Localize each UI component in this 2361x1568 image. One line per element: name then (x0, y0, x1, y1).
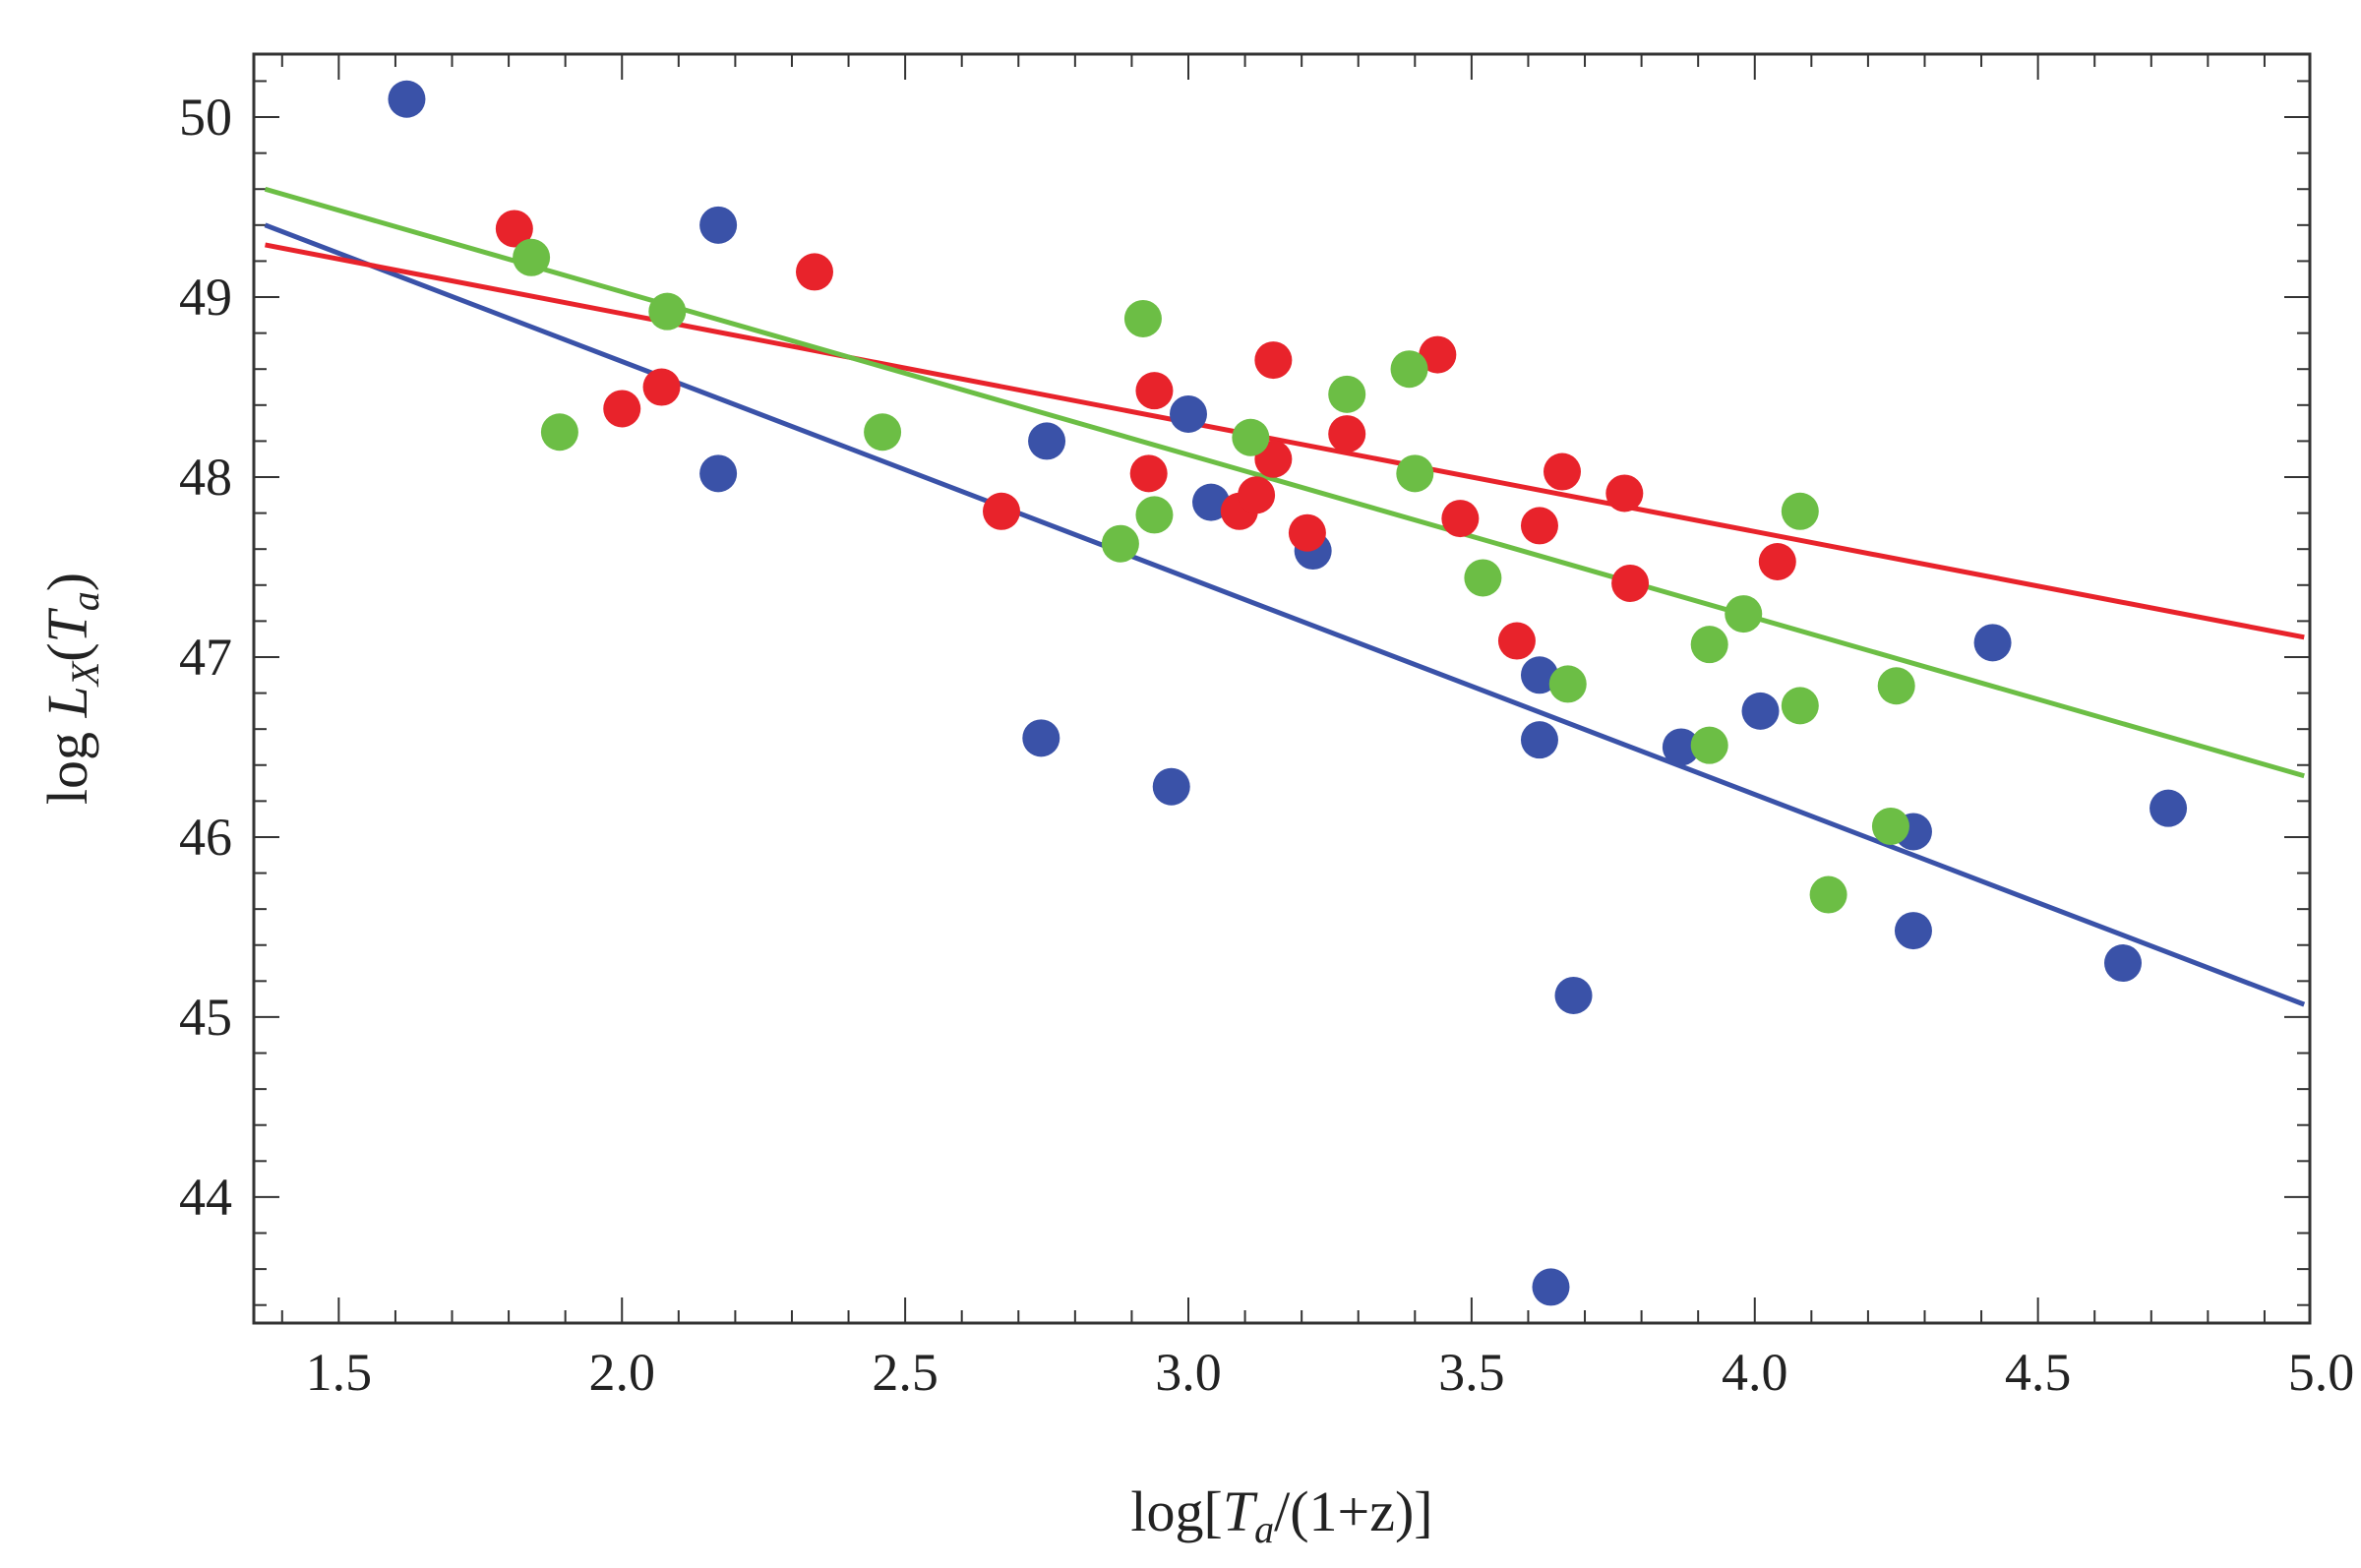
point-red (796, 253, 833, 291)
x-tick-label: 2.0 (588, 1343, 655, 1402)
x-tick-label: 4.5 (2005, 1343, 2072, 1402)
point-red (1441, 500, 1480, 538)
point-green (513, 238, 551, 276)
x-tick-label: 1.5 (306, 1343, 373, 1402)
data-points (388, 80, 2188, 1306)
point-blue (388, 80, 426, 118)
y-axis-label: log LX(Ta) (35, 573, 107, 805)
plot-frame (252, 52, 2312, 1325)
point-green (1101, 524, 1139, 563)
point-blue (1973, 624, 2012, 662)
point-blue (1192, 483, 1231, 521)
point-red (1129, 454, 1168, 493)
y-tick-label: 46 (179, 808, 232, 867)
point-red (495, 210, 533, 248)
point-green (540, 413, 578, 452)
point-blue (1028, 422, 1066, 460)
y-tick-label: 47 (179, 628, 232, 687)
point-red (1254, 341, 1293, 380)
point-blue (1022, 719, 1060, 757)
x-axis-label: log[Ta/(1+z)] (1130, 1479, 1432, 1551)
point-red (1288, 513, 1326, 552)
point-green (1871, 807, 1909, 845)
point-blue (1152, 767, 1190, 806)
point-green (864, 413, 902, 452)
point-red (1328, 415, 1366, 453)
point-blue (1741, 692, 1780, 730)
point-green (1690, 626, 1728, 664)
point-blue (1554, 976, 1593, 1014)
x-tick-label: 3.0 (1155, 1343, 1222, 1402)
x-tick-label: 5.0 (2288, 1343, 2355, 1402)
y-tick-label: 50 (179, 88, 232, 147)
point-green (1548, 665, 1587, 703)
x-tick-labels: 1.5 2.0 2.5 3.0 3.5 4.0 4.5 5.0 (306, 1343, 2355, 1402)
axis-ticks (254, 54, 2310, 1323)
point-blue (1170, 394, 1207, 433)
y-tick-labels: 44 45 46 47 48 49 50 (179, 88, 232, 1227)
point-green (1725, 595, 1763, 633)
x-tick-label: 2.5 (872, 1343, 938, 1402)
point-blue (2104, 944, 2142, 983)
point-red (1419, 335, 1457, 374)
point-red (1135, 372, 1174, 410)
point-green (1781, 687, 1819, 725)
y-tick-label: 49 (179, 268, 232, 327)
point-blue (1894, 912, 1932, 950)
y-tick-label: 48 (179, 448, 232, 507)
point-green (1390, 350, 1428, 389)
fit-line-blue (264, 222, 2306, 1007)
point-blue (2149, 789, 2188, 827)
point-blue (1520, 721, 1558, 759)
point-red (1238, 476, 1276, 514)
point-red (603, 390, 641, 428)
point-blue (699, 454, 738, 493)
point-green (1464, 559, 1502, 597)
fit-line-green (264, 186, 2305, 779)
point-blue (1662, 728, 1700, 766)
point-red (1758, 543, 1796, 580)
point-green (1123, 299, 1162, 337)
point-green (1809, 875, 1847, 914)
point-green (1135, 496, 1174, 534)
point-red (1497, 622, 1536, 660)
fit-line-red (265, 242, 2305, 640)
point-red (983, 492, 1020, 530)
point-green (1328, 375, 1366, 413)
point-blue (1532, 1268, 1570, 1306)
fit-lines (264, 186, 2306, 1007)
point-red (642, 368, 681, 406)
point-red (1605, 474, 1644, 513)
point-green (1877, 667, 1915, 705)
point-blue (1520, 656, 1558, 694)
x-tick-label: 4.0 (1722, 1343, 1788, 1402)
point-blue (699, 206, 738, 244)
point-red (1611, 564, 1650, 602)
point-green (1232, 418, 1270, 456)
point-green (1781, 492, 1819, 530)
y-tick-label: 44 (179, 1168, 232, 1227)
point-red (1544, 452, 1581, 491)
point-green (648, 292, 687, 331)
point-green (1396, 454, 1434, 493)
point-green (1690, 726, 1728, 764)
y-tick-label: 45 (179, 988, 232, 1047)
x-tick-label: 3.5 (1438, 1343, 1505, 1402)
point-red (1520, 507, 1558, 545)
